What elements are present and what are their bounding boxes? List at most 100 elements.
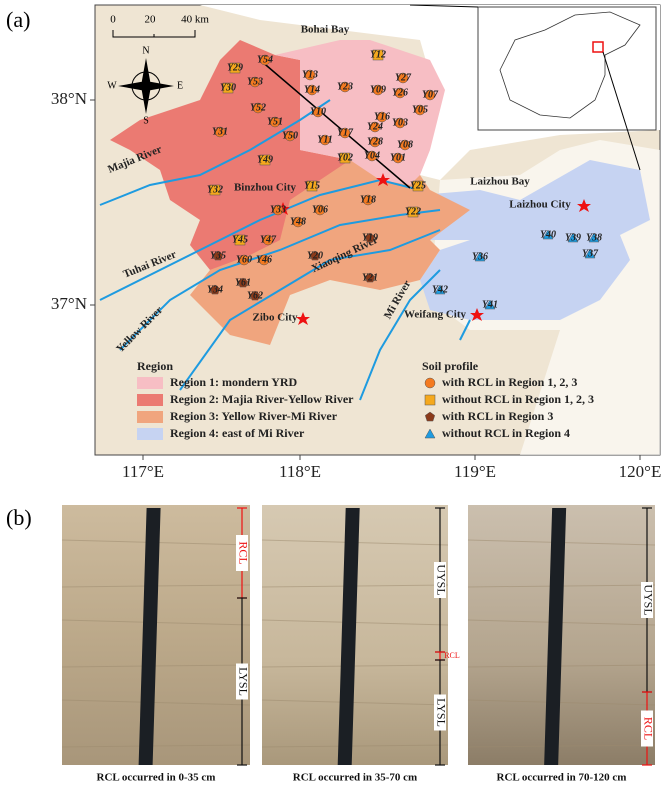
site-label: Y61 [235,277,251,288]
site-label: Y36 [472,251,488,262]
site-label: Y09 [370,84,386,95]
site-label: Y26 [392,87,408,98]
lat-label: 37°N [51,294,87,313]
site-label: Y04 [364,150,380,161]
bay-label: Bohai Bay [301,24,350,36]
lon-label: 120°E [619,462,662,481]
annotation-label: RCL [444,651,460,660]
site-label: Y21 [362,272,378,283]
site-label: Y25 [410,180,426,191]
annotation-label: LYSL [434,698,448,727]
site-label: Y19 [362,232,378,243]
site-label: Y42 [432,284,448,295]
site-label: Y02 [337,152,353,163]
site-label: Y45 [232,234,248,245]
legend-label: with RCL in Region 3 [442,409,553,423]
site-label: Y60 [236,254,252,265]
site-label: Y41 [482,299,498,310]
site-label: Y53 [247,76,263,87]
legend-label: with RCL in Region 1, 2, 3 [442,375,577,389]
site-label: Y31 [212,126,228,137]
site-label: Y27 [395,72,412,83]
site-label: Y47 [260,234,277,245]
site-label: Y07 [422,89,439,100]
inset [478,7,656,130]
legend-swatch [137,394,163,406]
lat-label: 38°N [51,89,87,108]
site-label: Y35 [210,250,226,261]
site-label: Y13 [302,69,318,80]
site-label: Y62 [247,290,263,301]
legend-label: Region 3: Yellow River-Mi River [170,409,338,423]
site-label: Y23 [337,81,353,92]
legend-label: Region 2: Majia River-Yellow River [170,392,354,406]
site-label: Y37 [582,248,599,259]
map: 0 20 40 km N E S W Bohai Bay Laizhou Bay… [95,5,660,455]
site-label: Y39 [565,232,581,243]
site-label: Y51 [267,116,283,127]
site-label: Y08 [397,139,413,150]
legend-label: Region 4: east of Mi River [170,426,305,440]
lon-label: 118°E [279,462,321,481]
site-label: Y11 [317,134,333,145]
city-label: Binzhou City [234,182,297,194]
site-label: Y33 [270,204,286,215]
site-label: Y38 [586,232,602,243]
city-label: Laizhou City [509,199,571,211]
site-label: Y50 [282,130,298,141]
legend-swatch [137,428,163,440]
lon-label: 119°E [454,462,496,481]
legend-label: Region 1: mondern YRD [170,375,298,389]
bay-label: Laizhou Bay [470,176,530,188]
compass-label: E [177,80,183,91]
site-label: Y20 [307,250,323,261]
site-label: Y10 [310,106,326,117]
site-label: Y40 [540,229,556,240]
legend-label: without RCL in Region 4 [442,426,570,440]
legend-swatch [137,411,163,423]
photo-caption: RCL occurred in 70-120 cm [497,772,627,784]
legend-label: without RCL in Region 1, 2, 3 [442,392,594,406]
scale-label: 40 km [181,14,209,26]
site-label: Y29 [227,62,243,73]
site-label: Y12 [370,49,386,60]
site-label: Y15 [304,180,320,191]
city-label: Weifang City [404,309,467,321]
site-label: Y24 [367,121,383,132]
annotation-label: UYSL [434,564,448,595]
site-label: Y34 [207,284,223,295]
annotation-label: LYSL [236,667,250,696]
compass-label: N [142,45,149,56]
scale-label: 20 [145,14,157,26]
photo-caption: RCL occurred in 0-35 cm [97,772,216,784]
compass-label: W [107,80,117,91]
site-label: Y54 [257,54,273,65]
site-label: Y06 [312,204,328,215]
panel-label: (a) [6,7,30,32]
site-marker [425,378,435,388]
site-label: Y22 [405,206,421,217]
annotation-label: RCL [236,541,250,564]
legend-title: Region [137,359,173,373]
site-label: Y32 [207,184,223,195]
site-label: Y52 [250,102,266,113]
panel-label: (b) [6,505,32,530]
site-label: Y49 [257,154,273,165]
site-marker [425,395,435,405]
site-label: Y30 [220,82,236,93]
city-label: Zibo City [253,312,298,324]
site-label: Y05 [412,104,428,115]
site-label: Y18 [360,194,376,205]
site-label: Y46 [256,254,272,265]
figure: (a) 0 20 40 km N [0,0,670,790]
scale-label: 0 [110,14,116,26]
site-label: Y48 [290,216,306,227]
site-label: Y17 [337,127,354,138]
compass-label: S [143,115,149,126]
lon-label: 117°E [122,462,164,481]
site-label: Y03 [392,117,408,128]
legend-title: Soil profile [422,359,479,373]
photos: RCL LYSL RCL occurred in 0-35 cm UYSL RCL LYS… [62,505,655,784]
page: (a) 0 20 40 km N [0,0,670,790]
annotation-label: RCL [641,717,655,740]
